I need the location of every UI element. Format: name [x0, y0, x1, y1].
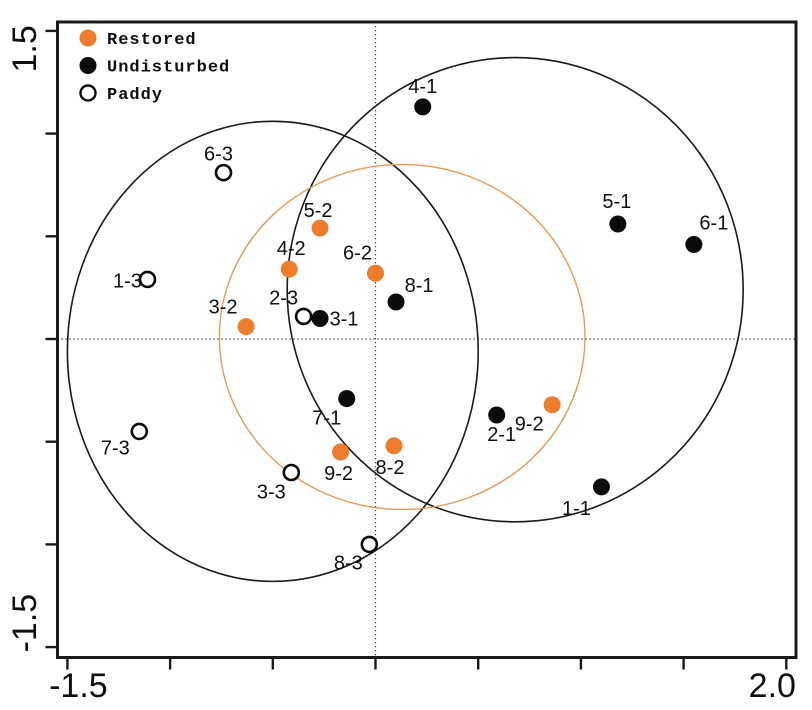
point-label-7-1: 7-1 — [312, 408, 341, 430]
point-restored-5-2 — [311, 219, 329, 237]
point-label-1-3: 1-3 — [113, 270, 142, 292]
restored-ellipse — [218, 163, 586, 511]
point-undisturbed-5-1 — [609, 215, 627, 233]
point-restored-6-2 — [367, 264, 384, 282]
legend-marker-paddy-icon — [79, 84, 97, 102]
point-label-4-1: 4-1 — [408, 76, 437, 98]
point-undisturbed-2-1 — [488, 406, 506, 424]
point-label-2-3: 2-3 — [269, 287, 298, 309]
axis-labels: -1.5 2.0 1.5 -1.5 — [6, 25, 796, 705]
point-label-5-1: 5-1 — [602, 191, 631, 213]
x-axis-tick-label: 2.0 — [749, 667, 796, 705]
undisturbed-ellipse — [286, 56, 744, 523]
point-restored-9-2 — [332, 443, 350, 461]
point-undisturbed-1-1 — [592, 478, 610, 496]
point-undisturbed-6-1 — [685, 236, 703, 254]
legend-item-undisturbed: Undisturbed — [79, 57, 230, 78]
y-axis-tick-label: -1.5 — [6, 594, 44, 653]
point-paddy-6-3 — [214, 163, 233, 182]
point-undisturbed-8-1 — [387, 293, 405, 311]
legend-item-restored: Restored — [79, 29, 197, 50]
data-points — [130, 98, 703, 554]
point-restored-4-2 — [280, 260, 298, 278]
point-label-3-1: 3-1 — [330, 308, 359, 330]
point-undisturbed-3-1 — [311, 309, 329, 327]
point-paddy-8-3 — [360, 535, 379, 554]
point-undisturbed-4-1 — [414, 98, 432, 116]
x-axis-tick-label: -1.5 — [49, 667, 108, 705]
point-paddy-3-3 — [282, 463, 301, 482]
legend-label-restored: Restored — [107, 31, 197, 50]
paddy-ellipse — [66, 120, 479, 583]
point-label-1-1: 1-1 — [562, 498, 591, 520]
point-label-6-1: 6-1 — [699, 213, 728, 235]
point-undisturbed-7-1 — [338, 390, 356, 408]
point-restored-9-2 — [543, 396, 561, 414]
point-label-4-2: 4-2 — [277, 238, 306, 260]
point-label-2-1: 2-1 — [487, 424, 516, 446]
legend-label-undisturbed: Undisturbed — [107, 59, 230, 78]
point-label-8-1: 8-1 — [405, 275, 434, 297]
point-label-3-2: 3-2 — [209, 297, 238, 319]
y-axis-tick-label: 1.5 — [6, 25, 44, 72]
point-label-9-2: 9-2 — [324, 463, 353, 485]
point-label-5-2: 5-2 — [304, 200, 333, 222]
point-label-6-2: 6-2 — [343, 242, 372, 264]
axis-ticks — [45, 29, 788, 670]
point-label-6-3: 6-3 — [204, 144, 233, 166]
point-label-8-3: 8-3 — [334, 552, 363, 574]
point-paddy-7-3 — [130, 422, 149, 441]
legend-label-paddy: Paddy — [107, 86, 163, 105]
point-label-9-2: 9-2 — [515, 414, 544, 436]
legend-marker-restored-icon — [79, 29, 97, 47]
point-label-7-3: 7-3 — [101, 437, 130, 459]
legend: Restored Undisturbed Paddy — [79, 29, 230, 105]
group-ellipses — [66, 56, 744, 583]
point-restored-3-2 — [237, 318, 255, 336]
plot-frame — [56, 20, 798, 659]
legend-item-paddy: Paddy — [79, 84, 163, 105]
point-paddy-2-3 — [294, 307, 313, 326]
point-paddy-1-3 — [138, 270, 157, 289]
point-label-8-2: 8-2 — [376, 457, 405, 479]
point-labels: 3-2 4-2 5-2 6-2 8-2 9-2 9-2 1-1 2-1 3-1 4-1 5-1 6-1 7… — [101, 76, 728, 575]
point-label-3-3: 3-3 — [257, 482, 286, 504]
legend-marker-undisturbed-icon — [79, 57, 97, 74]
point-restored-8-2 — [385, 437, 403, 455]
